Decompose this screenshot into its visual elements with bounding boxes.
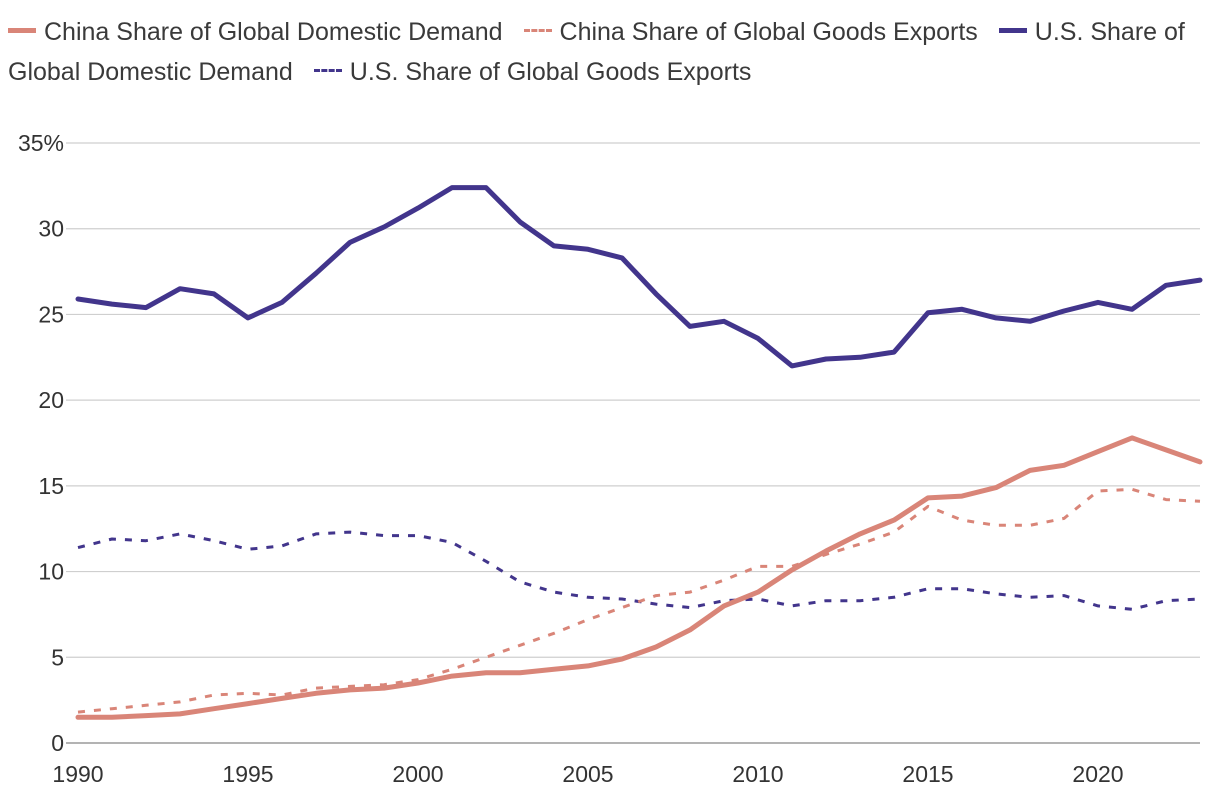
x-tick-label: 2010 [732, 761, 783, 787]
x-tick-label: 1995 [222, 761, 273, 787]
legend-item-china-domestic-demand: China Share of Global Domestic Demand [8, 18, 503, 46]
x-tick-label: 2020 [1072, 761, 1123, 787]
x-tick-label: 2000 [392, 761, 443, 787]
legend-swatch-dashed [523, 28, 552, 32]
legend-item-us-domestic-demand: U.S. Share of Global Domestic Demand [8, 18, 1185, 86]
legend-item-us-goods-exports: U.S. Share of Global Goods Exports [313, 58, 752, 86]
y-tick-label: 5 [51, 644, 64, 670]
x-tick-label: 2015 [902, 761, 953, 787]
y-tick-label: 15 [38, 473, 64, 499]
legend-item-china-goods-exports: China Share of Global Goods Exports [523, 18, 978, 46]
series-line-u-s-share-of-global-domestic-demand [75, 185, 1203, 369]
y-tick-label: 20 [38, 387, 64, 413]
y-tick-label: 10 [38, 559, 64, 585]
legend-swatch-solid [8, 27, 36, 33]
legend-label: U.S. Share of Global Goods Exports [349, 58, 752, 86]
x-tick-label: 2005 [562, 761, 613, 787]
series-line-u-s-share-of-global-goods-exports [77, 530, 1201, 611]
y-tick-label: 30 [38, 216, 64, 242]
legend-label: China Share of Global Domestic Demand [44, 18, 503, 46]
series-line-china-share-of-global-domestic-demand [75, 435, 1203, 720]
y-tick-label: 0 [51, 730, 64, 756]
legend-label: U.S. Share of Global Domestic Demand [8, 18, 1185, 86]
y-tick-label: 25 [38, 301, 64, 327]
legend-swatch-dashed [313, 68, 342, 72]
chart-legend: China Share of Global Domestic Demand Ch… [8, 12, 1208, 92]
legend-swatch-solid [998, 27, 1027, 33]
legend-label: China Share of Global Goods Exports [559, 18, 978, 46]
series-line-china-share-of-global-goods-exports [77, 487, 1201, 714]
y-tick-label: 35% [18, 130, 64, 156]
x-tick-label: 1990 [52, 761, 103, 787]
